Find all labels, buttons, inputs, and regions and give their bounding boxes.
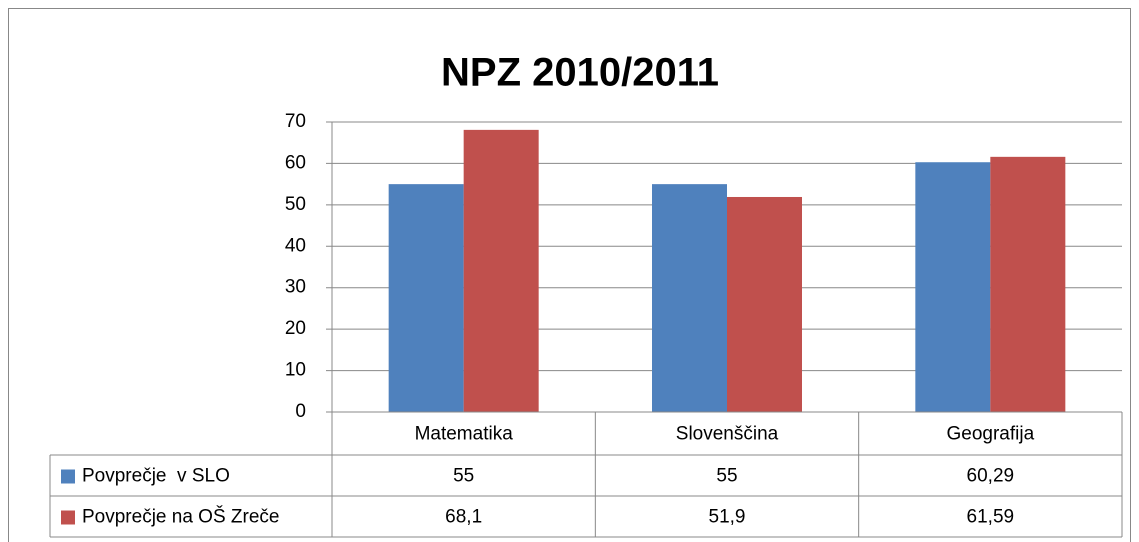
x-tick-label: Slovenščina xyxy=(676,424,779,445)
table-cell: 60,29 xyxy=(967,466,1015,487)
legend-label: Povprečje v SLO xyxy=(82,466,230,487)
bar xyxy=(388,184,464,412)
bar xyxy=(652,184,727,412)
bar xyxy=(463,129,539,412)
x-tick-label: Geografija xyxy=(946,424,1034,445)
chart-title: NPZ 2010/2011 xyxy=(441,51,719,95)
bar xyxy=(990,156,1066,412)
table-cell: 51,9 xyxy=(709,507,746,528)
table-cell: 61,59 xyxy=(967,507,1015,528)
legend-key xyxy=(61,510,75,525)
y-tick-label: 60 xyxy=(285,152,306,173)
legend-label: Povprečje na OŠ Zreče xyxy=(82,506,279,528)
y-tick-label: 50 xyxy=(285,194,306,215)
bar xyxy=(727,196,802,412)
y-tick-label: 70 xyxy=(285,111,306,132)
y-tick-label: 10 xyxy=(285,360,306,381)
y-tick-label: 20 xyxy=(285,318,306,339)
table-cell: 68,1 xyxy=(445,507,482,528)
bar xyxy=(915,162,991,412)
y-tick-label: 40 xyxy=(285,235,306,256)
y-tick-label: 30 xyxy=(285,277,306,298)
table-cell: 55 xyxy=(453,466,474,487)
legend-key xyxy=(61,469,75,484)
table-cell: 55 xyxy=(716,466,737,487)
x-tick-label: Matematika xyxy=(415,424,514,445)
y-tick-label: 0 xyxy=(295,401,306,422)
